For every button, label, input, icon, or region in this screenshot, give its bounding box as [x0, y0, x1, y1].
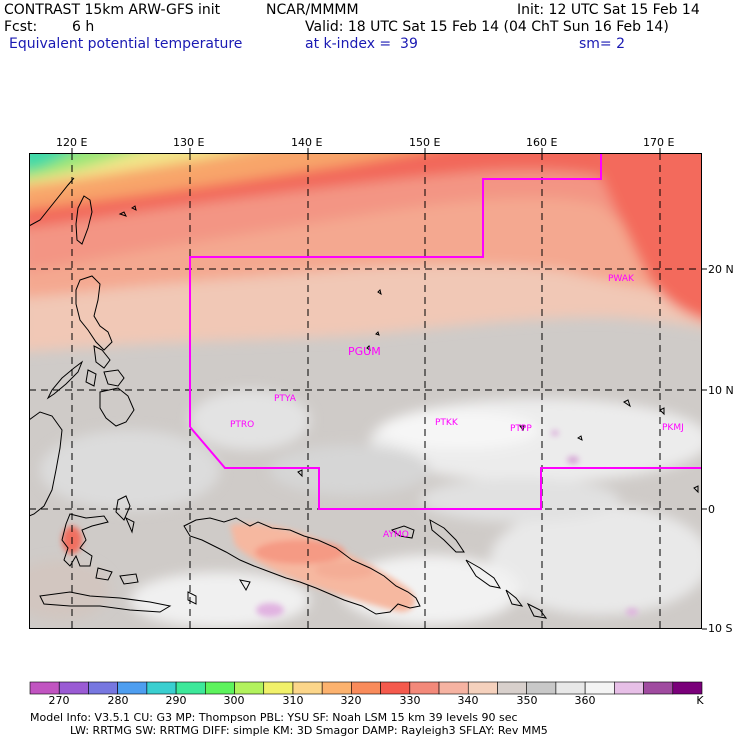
colorbar-swatch: [234, 681, 265, 695]
lon-label-120e: 120 E: [56, 136, 88, 149]
colorbar-swatch: [58, 681, 89, 695]
colorbar-label-290: 290: [165, 694, 187, 707]
colorbar-swatch: [526, 681, 557, 695]
smoothing-label: sm= 2: [579, 36, 626, 52]
colorbar-swatch: [555, 681, 586, 695]
lon-label-130e: 130 E: [173, 136, 205, 149]
colorbar-label-270: 270: [48, 694, 70, 707]
lon-label-150e: 150 E: [409, 136, 441, 149]
coastlines: [29, 177, 699, 619]
theta-e-field: PGUM PTYA PTRO PTKK PTPP PKMJ PWAK AYMO: [29, 153, 702, 629]
lat-label-10n: 10 N: [708, 384, 734, 397]
init-time: Init: 12 UTC Sat 15 Feb 14: [517, 2, 700, 18]
colorbar-swatch: [409, 681, 440, 695]
colorbar-swatch: [467, 681, 498, 695]
valid-time: Valid: 18 UTC Sat 15 Feb 14 (04 ChT Sun …: [305, 19, 669, 35]
colorbar-label-300: 300: [223, 694, 245, 707]
model-info-line1: Model Info: V3.5.1 CU: G3 MP: Thompson P…: [30, 711, 518, 724]
colorbar-label-340: 340: [457, 694, 479, 707]
axis-ticks: [71, 148, 707, 630]
colorbar-label-280: 280: [107, 694, 129, 707]
colorbar-swatch: [614, 681, 644, 695]
model-title: CONTRAST 15km ARW-GFS init: [4, 2, 221, 18]
lon-label-170e: 170 E: [643, 136, 675, 149]
field-name: Equivalent potential temperature: [9, 36, 243, 52]
lat-label-20n: 20 N: [708, 263, 734, 276]
colorbar-swatch: [321, 681, 352, 695]
station-pwak: PWAK: [608, 274, 635, 284]
colorbar-label-320: 320: [340, 694, 362, 707]
colorbar-swatch: [672, 681, 703, 695]
station-aymo: AYMO: [383, 530, 409, 540]
level-label: at k-index = 39: [305, 36, 418, 52]
colorbar: [29, 681, 703, 695]
map-frame: [29, 153, 702, 629]
colorbar-swatch: [351, 681, 381, 695]
colorbar-swatch: [438, 681, 469, 695]
colorbar-label-330: 330: [399, 694, 421, 707]
colorbar-unit: K: [696, 694, 704, 707]
colorbar-swatch: [205, 681, 235, 695]
colorbar-swatch: [117, 681, 148, 695]
station-ptkk: PTKK: [435, 418, 459, 428]
colorbar-swatch: [497, 681, 528, 695]
colorbar-swatch: [146, 681, 177, 695]
colorbar-label-350: 350: [516, 694, 538, 707]
colorbar-swatch: [643, 681, 674, 695]
colorbar-swatch: [29, 681, 60, 695]
colorbar-swatch: [584, 681, 615, 695]
fcst-value: 6 h: [72, 19, 95, 35]
station-ptpp: PTPP: [510, 424, 532, 434]
colorbar-swatch: [292, 681, 323, 695]
colorbar-label-360: 360: [574, 694, 596, 707]
lon-label-140e: 140 E: [291, 136, 323, 149]
colorbar-swatch: [380, 681, 411, 695]
colorbar-swatch: [88, 681, 118, 695]
station-ptro: PTRO: [230, 420, 254, 430]
station-pkmj: PKMJ: [662, 423, 684, 433]
station-pgum: PGUM: [348, 345, 381, 358]
region-boundary: [189, 153, 702, 510]
colorbar-swatch: [175, 681, 206, 695]
lat-label-10s: 10 S: [708, 622, 733, 635]
lon-label-160e: 160 E: [526, 136, 558, 149]
fcst-label: Fcst:: [4, 19, 38, 35]
model-info-line2: LW: RRTMG SW: RRTMG DIFF: simple KM: 3D …: [70, 724, 548, 737]
org-label: NCAR/MMMM: [266, 2, 359, 18]
colorbar-swatch: [263, 681, 294, 695]
station-ptya: PTYA: [274, 394, 297, 404]
lat-label-0: 0: [708, 503, 715, 516]
colorbar-label-310: 310: [282, 694, 304, 707]
